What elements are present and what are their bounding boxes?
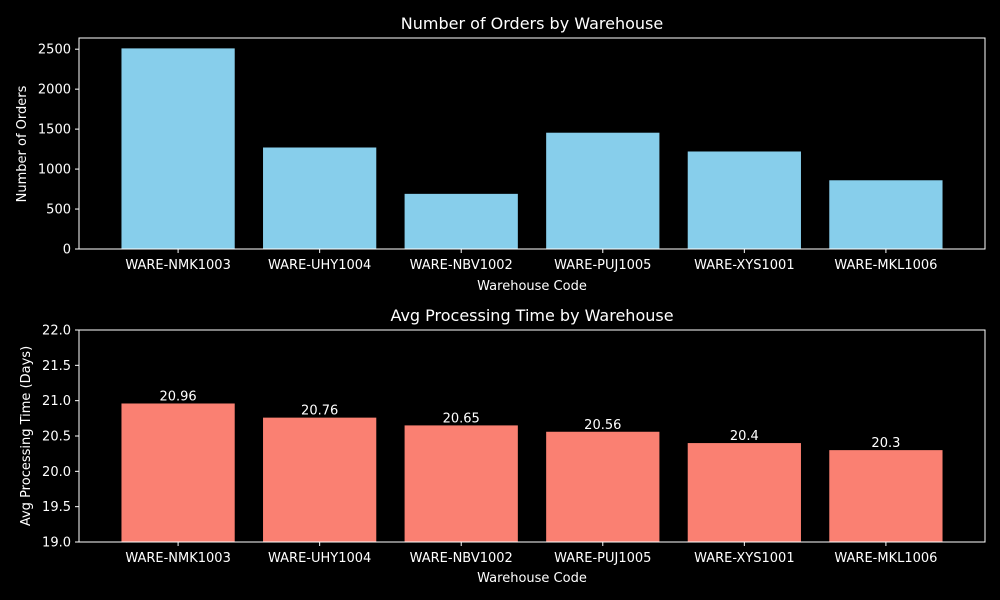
orders-ytick-label: 2000 xyxy=(38,83,71,98)
processing-time-ytick-label: 19.0 xyxy=(42,536,71,551)
orders-bar xyxy=(829,180,943,249)
processing-time-xtick-label: WARE-PUJ1005 xyxy=(554,551,651,566)
processing-time-ytick-label: 20.0 xyxy=(42,465,71,480)
orders-bar xyxy=(404,193,518,249)
orders-ytick-label: 2500 xyxy=(38,43,71,58)
orders-xtick-label: WARE-NMK1003 xyxy=(125,258,231,273)
processing-time-bar xyxy=(121,403,235,542)
processing-time-bar xyxy=(263,417,377,542)
processing-time-data-label: 20.4 xyxy=(730,429,759,444)
orders-chart-title: Number of Orders by Warehouse xyxy=(401,14,663,33)
orders-ytick-label: 500 xyxy=(46,203,71,218)
orders-bars xyxy=(121,48,943,249)
processing-time-xtick-label: WARE-UHY1004 xyxy=(268,551,371,566)
processing-time-xtick-label: WARE-NMK1003 xyxy=(125,551,231,566)
orders-xtick-label: WARE-MKL1006 xyxy=(834,258,937,273)
orders-bar xyxy=(263,147,377,249)
processing-time-xtick-label: WARE-NBV1002 xyxy=(410,551,513,566)
orders-xtick-label: WARE-UHY1004 xyxy=(268,258,371,273)
orders-ytick-label: 0 xyxy=(63,243,71,258)
orders-chart-ylabel: Number of Orders xyxy=(15,85,30,202)
processing-time-data-label: 20.56 xyxy=(584,418,621,433)
processing-time-xtick-label: WARE-XYS1001 xyxy=(694,551,795,566)
orders-bar xyxy=(687,151,801,249)
processing-time-data-labels: 20.96 20.76 20.65 20.56 20.4 20.3 xyxy=(159,389,900,451)
processing-time-chart: Avg Processing Time by Warehouse Avg Pro… xyxy=(19,306,986,586)
processing-time-ytick-label: 19.5 xyxy=(42,500,71,515)
orders-chart-xlabel: Warehouse Code xyxy=(477,279,587,294)
orders-chart: Number of Orders by Warehouse Number of … xyxy=(15,14,986,294)
processing-time-ytick-label: 21.0 xyxy=(42,394,71,409)
orders-bar xyxy=(546,132,660,249)
processing-time-plot-frame xyxy=(78,329,986,543)
orders-xticks: WARE-NMK1003 WARE-UHY1004 WARE-NBV1002 WARE… xyxy=(125,249,937,273)
processing-time-data-label: 20.65 xyxy=(443,411,480,426)
processing-time-data-label: 20.76 xyxy=(301,404,338,419)
processing-time-xtick-label: WARE-MKL1006 xyxy=(834,551,937,566)
processing-time-ytick-label: 21.5 xyxy=(42,359,71,374)
processing-time-bar xyxy=(829,450,943,542)
orders-ytick-label: 1500 xyxy=(38,123,71,138)
orders-ytick-label: 1000 xyxy=(38,163,71,178)
orders-xtick-label: WARE-XYS1001 xyxy=(694,258,795,273)
orders-xtick-label: WARE-PUJ1005 xyxy=(554,258,651,273)
processing-time-bar xyxy=(546,431,660,542)
processing-time-chart-ylabel: Avg Processing Time (Days) xyxy=(19,346,34,526)
processing-time-bar xyxy=(687,443,801,542)
orders-yticks: 0 500 1000 1500 2000 2500 xyxy=(38,43,79,258)
processing-time-ytick-label: 22.0 xyxy=(42,324,71,339)
processing-time-chart-xlabel: Warehouse Code xyxy=(477,571,587,586)
orders-plot-frame xyxy=(78,37,986,250)
processing-time-ytick-label: 20.5 xyxy=(42,430,71,445)
processing-time-bars xyxy=(121,403,943,542)
processing-time-chart-title: Avg Processing Time by Warehouse xyxy=(390,306,673,325)
processing-time-data-label: 20.3 xyxy=(871,436,900,451)
orders-bar xyxy=(121,48,235,249)
processing-time-yticks: 19.0 19.5 20.0 20.5 21.0 21.5 22.0 xyxy=(42,324,79,551)
orders-xtick-label: WARE-NBV1002 xyxy=(410,258,513,273)
processing-time-data-label: 20.96 xyxy=(159,389,196,404)
processing-time-xticks: WARE-NMK1003 WARE-UHY1004 WARE-NBV1002 WARE… xyxy=(125,542,937,566)
processing-time-bar xyxy=(404,425,518,542)
